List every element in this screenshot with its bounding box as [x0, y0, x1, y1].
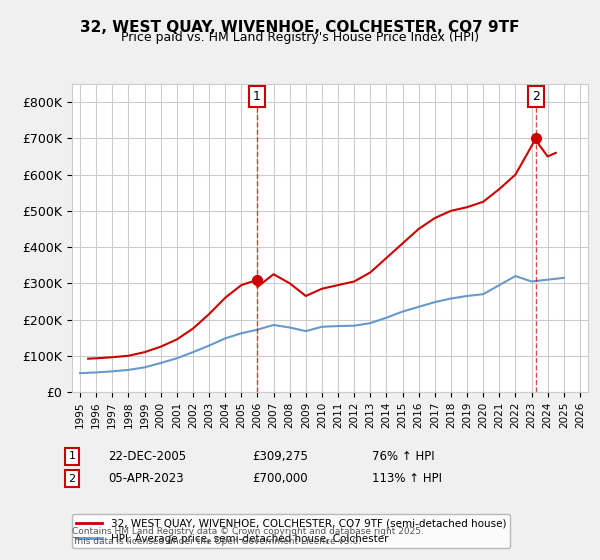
Text: 76% ↑ HPI: 76% ↑ HPI — [372, 450, 434, 463]
Text: 2: 2 — [68, 474, 76, 484]
Text: 22-DEC-2005: 22-DEC-2005 — [108, 450, 186, 463]
Legend: 32, WEST QUAY, WIVENHOE, COLCHESTER, CO7 9TF (semi-detached house), HPI: Average: 32, WEST QUAY, WIVENHOE, COLCHESTER, CO7… — [72, 514, 510, 548]
Text: 113% ↑ HPI: 113% ↑ HPI — [372, 472, 442, 486]
Text: 05-APR-2023: 05-APR-2023 — [108, 472, 184, 486]
Text: 2: 2 — [532, 90, 540, 103]
Text: Contains HM Land Registry data © Crown copyright and database right 2025.
This d: Contains HM Land Registry data © Crown c… — [72, 526, 424, 546]
Text: 1: 1 — [68, 451, 76, 461]
Text: 32, WEST QUAY, WIVENHOE, COLCHESTER, CO7 9TF: 32, WEST QUAY, WIVENHOE, COLCHESTER, CO7… — [80, 20, 520, 35]
Text: 1: 1 — [253, 90, 261, 103]
Text: Price paid vs. HM Land Registry's House Price Index (HPI): Price paid vs. HM Land Registry's House … — [121, 31, 479, 44]
Text: £309,275: £309,275 — [252, 450, 308, 463]
Text: £700,000: £700,000 — [252, 472, 308, 486]
